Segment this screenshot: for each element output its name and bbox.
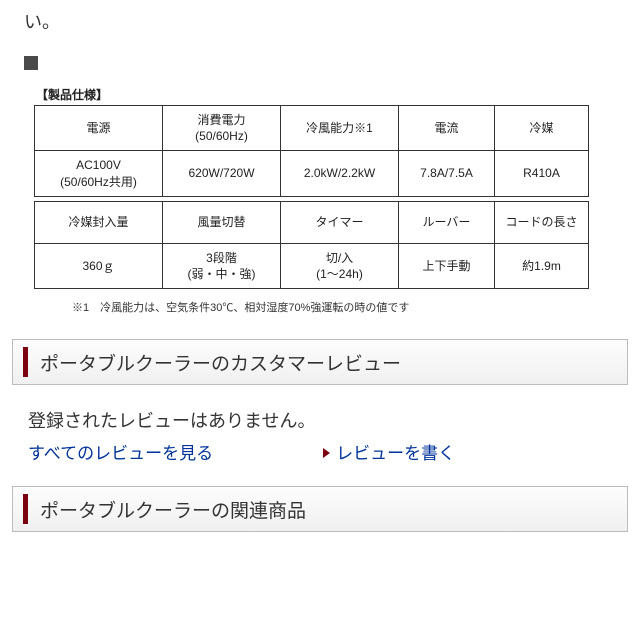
- chevron-right-icon: [323, 448, 330, 458]
- accent-bar: [23, 494, 28, 524]
- spec1-h0: 電源: [35, 106, 163, 151]
- link-write-review[interactable]: レビューを書く: [336, 444, 455, 463]
- spec2-h2: タイマー: [281, 201, 399, 243]
- review-none-text: 登録されたレビューはありません。: [28, 407, 640, 433]
- link-all-reviews[interactable]: すべてのレビューを見る: [28, 439, 213, 464]
- spec2-v0: 360ｇ: [35, 243, 163, 288]
- spec1-h3: 電流: [399, 106, 495, 151]
- spec2-v4: 約1.9m: [495, 243, 589, 288]
- page-text-fragment: い。: [0, 0, 640, 38]
- spec1-h4: 冷媒: [495, 106, 589, 151]
- section-related-products: ポータブルクーラーの関連商品: [12, 486, 628, 532]
- spec2-h3: ルーバー: [399, 201, 495, 243]
- spec1-v4: R410A: [495, 151, 589, 196]
- spec1-v0: AC100V(50/60Hz共用): [35, 151, 163, 196]
- review-links-row: すべてのレビューを見る レビューを書く: [28, 439, 640, 464]
- spec-table-1: 電源 消費電力(50/60Hz) 冷風能力※1 電流 冷媒 AC100V(50/…: [34, 105, 589, 197]
- section-related-title: ポータブルクーラーの関連商品: [40, 496, 306, 523]
- spec2-v3: 上下手動: [399, 243, 495, 288]
- accent-bar: [23, 347, 28, 377]
- spec-block: 【製品仕様】 電源 消費電力(50/60Hz) 冷風能力※1 電流 冷媒 AC1…: [0, 86, 640, 315]
- spec-footnote: ※1 冷風能力は、空気条件30℃、相対湿度70%強運転の時の値です: [72, 299, 606, 315]
- spec2-h0: 冷媒封入量: [35, 201, 163, 243]
- spec2-v1: 3段階(弱・中・強): [163, 243, 281, 288]
- link-write-review-wrap[interactable]: レビューを書く: [323, 439, 455, 464]
- spec-title: 【製品仕様】: [36, 86, 606, 103]
- spec1-v3: 7.8A/7.5A: [399, 151, 495, 196]
- spec2-h1: 風量切替: [163, 201, 281, 243]
- spec1-h2: 冷風能力※1: [281, 106, 399, 151]
- spec1-v2: 2.0kW/2.2kW: [281, 151, 399, 196]
- spec2-h4: コードの長さ: [495, 201, 589, 243]
- bullet-square: [24, 56, 38, 70]
- section-customer-review: ポータブルクーラーのカスタマーレビュー: [12, 339, 628, 385]
- section-review-title: ポータブルクーラーのカスタマーレビュー: [40, 349, 401, 376]
- spec2-v2: 切/入(1～24h): [281, 243, 399, 288]
- spec1-h1: 消費電力(50/60Hz): [163, 106, 281, 151]
- spec-table-2: 冷媒封入量 風量切替 タイマー ルーバー コードの長さ 360ｇ 3段階(弱・中…: [34, 201, 589, 289]
- spec1-v1: 620W/720W: [163, 151, 281, 196]
